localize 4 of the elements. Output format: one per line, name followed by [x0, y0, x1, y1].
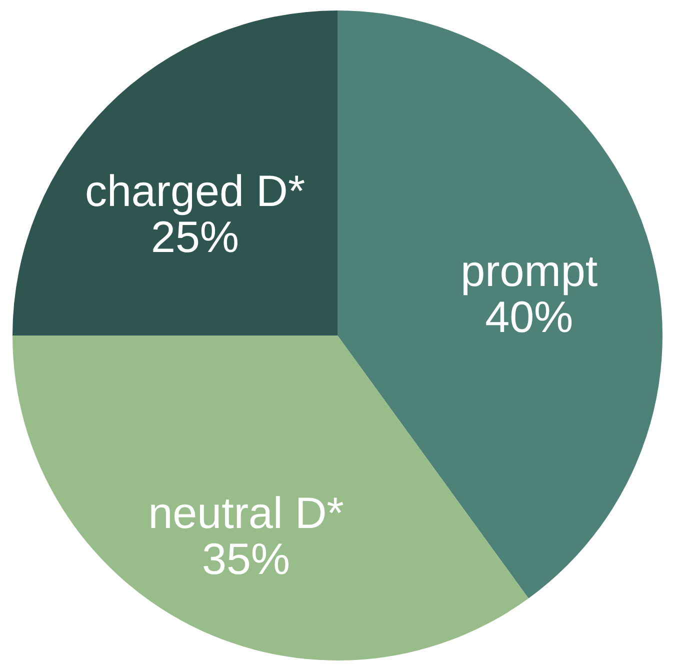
pie-slice [12, 10, 338, 336]
slice-label: prompt [460, 247, 598, 296]
slice-label: charged D* [84, 167, 306, 216]
pie-slice [12, 336, 529, 660]
